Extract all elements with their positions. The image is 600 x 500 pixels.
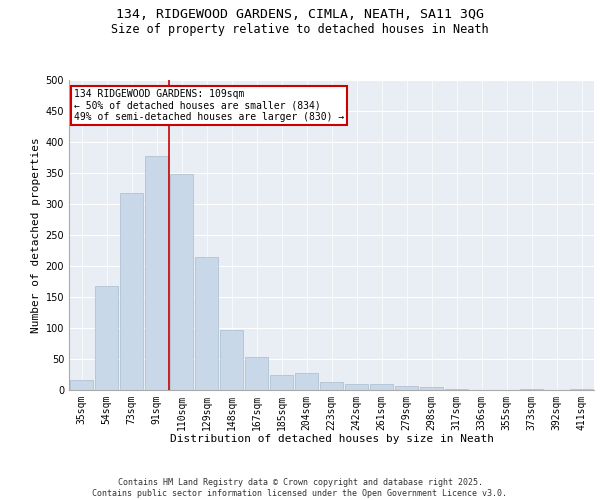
- Bar: [245, 357, 268, 390]
- Bar: [70, 380, 94, 390]
- Text: Size of property relative to detached houses in Neath: Size of property relative to detached ho…: [111, 22, 489, 36]
- X-axis label: Distribution of detached houses by size in Neath: Distribution of detached houses by size …: [170, 434, 493, 444]
- Bar: [295, 372, 319, 390]
- Bar: [370, 384, 394, 390]
- Bar: [395, 386, 418, 390]
- Bar: [220, 330, 244, 390]
- Bar: [419, 387, 443, 390]
- Bar: [445, 389, 469, 390]
- Bar: [119, 193, 143, 390]
- Bar: [344, 384, 368, 390]
- Bar: [145, 156, 169, 390]
- Y-axis label: Number of detached properties: Number of detached properties: [31, 137, 41, 333]
- Bar: [95, 286, 118, 390]
- Bar: [170, 174, 193, 390]
- Text: Contains HM Land Registry data © Crown copyright and database right 2025.
Contai: Contains HM Land Registry data © Crown c…: [92, 478, 508, 498]
- Bar: [194, 256, 218, 390]
- Text: 134, RIDGEWOOD GARDENS, CIMLA, NEATH, SA11 3QG: 134, RIDGEWOOD GARDENS, CIMLA, NEATH, SA…: [116, 8, 484, 20]
- Bar: [320, 382, 343, 390]
- Bar: [269, 374, 293, 390]
- Text: 134 RIDGEWOOD GARDENS: 109sqm
← 50% of detached houses are smaller (834)
49% of : 134 RIDGEWOOD GARDENS: 109sqm ← 50% of d…: [74, 90, 344, 122]
